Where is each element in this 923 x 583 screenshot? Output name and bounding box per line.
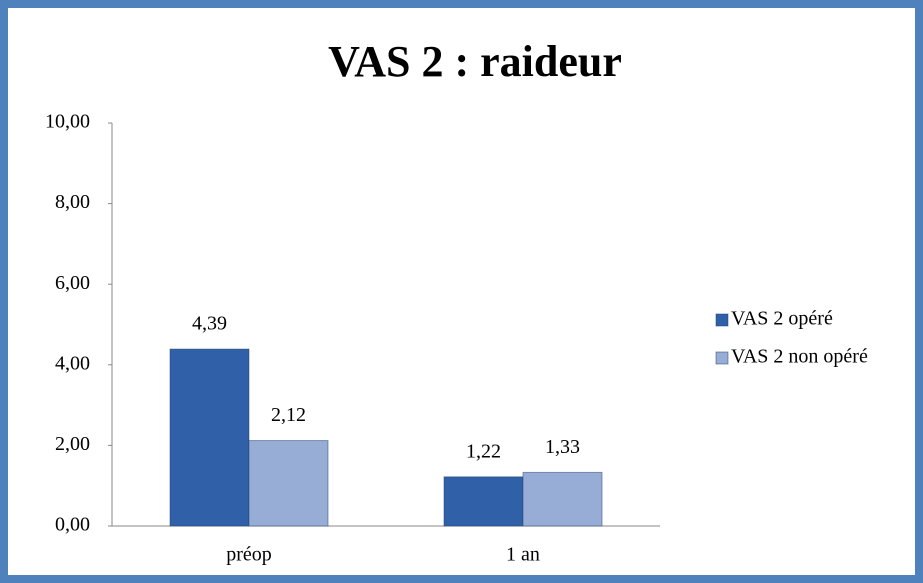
y-tick-label: 4,00 — [55, 352, 90, 374]
value-label: 1,33 — [545, 436, 580, 458]
y-tick-label: 8,00 — [55, 191, 90, 213]
legend-swatch — [715, 313, 729, 327]
bar — [443, 476, 524, 527]
y-tick-label: 2,00 — [55, 433, 90, 455]
bar — [522, 471, 603, 527]
chart-title: VAS 2 : raideur — [328, 37, 622, 86]
legend-label: VAS 2 opéré — [731, 308, 833, 330]
bar — [248, 440, 329, 527]
y-tick-label: 0,00 — [55, 514, 90, 536]
bar — [169, 348, 250, 527]
x-tick-label: 1 an — [506, 544, 540, 566]
x-tick-label: préop — [226, 544, 272, 566]
legend-swatch — [715, 351, 729, 365]
y-tick-label: 10,00 — [45, 111, 90, 133]
value-label: 1,22 — [466, 440, 501, 462]
value-label: 2,12 — [271, 404, 306, 426]
legend-label: VAS 2 non opéré — [731, 346, 868, 368]
value-label: 4,39 — [192, 313, 227, 335]
y-tick-label: 6,00 — [55, 272, 90, 294]
